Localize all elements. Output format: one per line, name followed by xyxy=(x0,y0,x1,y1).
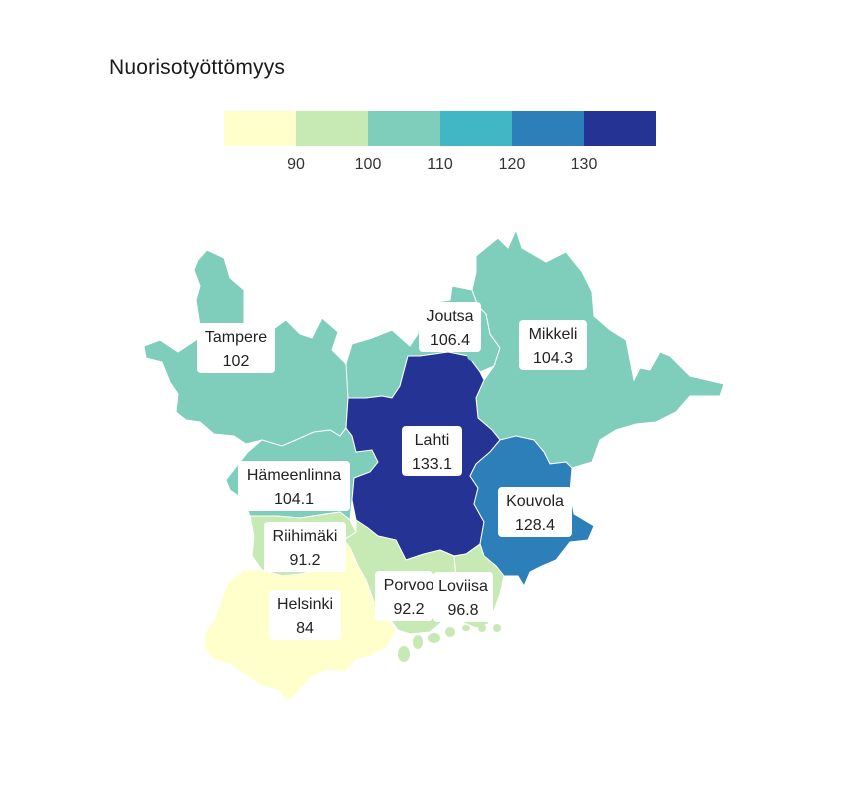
region-name: Tampere xyxy=(205,329,267,346)
legend-tick-label: 100 xyxy=(355,156,382,173)
label-box xyxy=(433,572,493,622)
label-helsinki: Helsinki 84 xyxy=(269,590,341,640)
label-riihimaki: Riihimäki 91.2 xyxy=(264,522,346,572)
island-shape xyxy=(445,627,455,637)
region-value: 102 xyxy=(223,353,250,370)
region-name: Loviisa xyxy=(438,578,488,595)
island-shape xyxy=(462,625,470,631)
label-joutsa: Joutsa 106.4 xyxy=(419,302,481,352)
region-name: Helsinki xyxy=(277,596,333,613)
legend-tick-label: 130 xyxy=(571,156,598,173)
region-name: Riihimäki xyxy=(273,528,338,545)
region-value: 84 xyxy=(296,620,314,637)
region-value: 104.3 xyxy=(533,350,573,367)
island-shape xyxy=(478,624,486,632)
color-legend: 90 100 110 120 130 xyxy=(224,111,656,173)
legend-tick-label: 120 xyxy=(499,156,526,173)
label-kouvola: Kouvola 128.4 xyxy=(498,487,572,537)
island-shape xyxy=(428,633,440,643)
label-hameenlinna: Hämeenlinna 104.1 xyxy=(238,461,350,511)
region-name: Kouvola xyxy=(506,493,564,510)
region-value: 104.1 xyxy=(274,491,314,508)
legend-swatch xyxy=(584,111,656,146)
legend-swatch xyxy=(224,111,296,146)
region-value: 133.1 xyxy=(412,456,452,473)
region-name: Hämeenlinna xyxy=(247,467,341,484)
island-shape xyxy=(493,624,501,632)
label-box xyxy=(238,461,350,511)
region-value: 91.2 xyxy=(289,552,320,569)
label-box xyxy=(197,323,275,373)
region-value: 96.8 xyxy=(447,602,478,619)
legend-swatch xyxy=(440,111,512,146)
map-title: Nuorisotyöttömyys xyxy=(109,56,286,79)
label-loviisa: Loviisa 96.8 xyxy=(433,572,493,622)
legend-tick-label: 110 xyxy=(427,156,453,173)
island-shape xyxy=(398,646,410,662)
label-box xyxy=(498,487,572,537)
island-shape xyxy=(413,635,423,649)
region-name: Joutsa xyxy=(426,308,473,325)
label-mikkeli: Mikkeli 104.3 xyxy=(519,320,587,370)
label-box xyxy=(419,302,481,352)
label-box xyxy=(519,320,587,370)
region-labels: Tampere 102 Joutsa 106.4 Mikkeli 104.3 L… xyxy=(197,302,587,640)
legend-swatch xyxy=(512,111,584,146)
region-value: 92.2 xyxy=(393,601,424,618)
region-name: Porvoo xyxy=(384,577,435,594)
legend-swatch xyxy=(296,111,368,146)
island-shape xyxy=(357,642,367,650)
region-value: 128.4 xyxy=(515,517,555,534)
label-box xyxy=(402,426,462,476)
label-box xyxy=(264,522,346,572)
region-mikkeli[interactable] xyxy=(471,228,725,469)
legend-tick-label: 90 xyxy=(287,156,305,173)
label-lahti: Lahti 133.1 xyxy=(402,426,462,476)
region-name: Lahti xyxy=(415,432,450,449)
region-value: 106.4 xyxy=(430,332,470,349)
label-tampere: Tampere 102 xyxy=(197,323,275,373)
legend-swatch xyxy=(368,111,440,146)
island-shape xyxy=(467,351,477,361)
region-name: Mikkeli xyxy=(529,326,578,343)
label-porvoo: Porvoo 92.2 xyxy=(375,571,434,621)
label-box xyxy=(375,571,433,621)
label-box xyxy=(269,590,341,640)
